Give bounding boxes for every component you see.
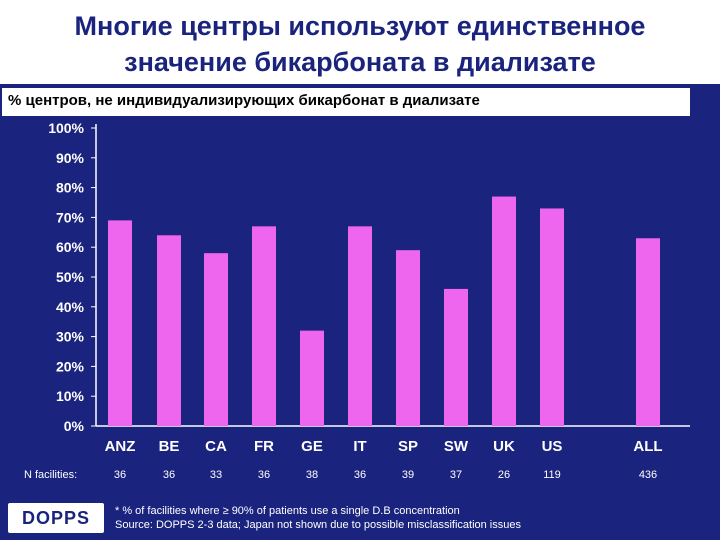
bar-anz xyxy=(108,220,132,426)
x-tick-label: SW xyxy=(444,438,469,455)
n-facilities-value: 36 xyxy=(114,469,126,481)
chart-subtitle: % центров, не индивидуализирующих бикарб… xyxy=(8,92,480,109)
subtitle-bar xyxy=(2,88,690,116)
slide-title: Многие центры используют единственное зн… xyxy=(0,8,720,80)
x-tick-label: BE xyxy=(159,438,180,455)
bar-chart: 0% 10% 20% 30% 40% 50% 60% 70% 80% 90% 100% ANZ 36 BE… xyxy=(24,120,690,481)
bar-ca xyxy=(204,253,228,426)
bar-ge xyxy=(300,330,324,426)
title-line-2: значение бикарбоната в диализате xyxy=(124,47,596,77)
y-tick-label: 80% xyxy=(56,180,85,196)
title-bar xyxy=(0,0,720,84)
n-facilities-value: 36 xyxy=(354,469,366,481)
y-tick-label: 60% xyxy=(56,239,85,255)
x-tick-label: CA xyxy=(205,438,227,455)
y-tick-label: 30% xyxy=(56,329,85,345)
n-facilities-value: 38 xyxy=(306,469,318,481)
n-facilities-value: 119 xyxy=(543,469,561,481)
title-line-1: Многие центры используют единственное xyxy=(74,11,646,41)
dopps-logo: DOPPS xyxy=(8,503,104,533)
n-facilities-value: 37 xyxy=(450,469,462,481)
x-tick-label: ANZ xyxy=(105,438,136,455)
bar-be xyxy=(157,235,181,426)
y-tick-label: 90% xyxy=(56,150,85,166)
n-facilities-value: 436 xyxy=(639,469,657,481)
x-tick-label: IT xyxy=(353,438,366,455)
y-tick-label: 20% xyxy=(56,358,85,374)
x-tick-label: GE xyxy=(301,438,323,455)
y-tick-label: 40% xyxy=(56,299,85,315)
n-facilities-value: 36 xyxy=(163,469,175,481)
footnote-2: Source: DOPPS 2-3 data; Japan not shown … xyxy=(115,519,521,531)
footnote-1: * % of facilities where ≥ 90% of patient… xyxy=(115,505,460,517)
x-tick-label: FR xyxy=(254,438,274,455)
y-tick-label: 70% xyxy=(56,209,85,225)
x-tick-label: SP xyxy=(398,438,418,455)
bar-it xyxy=(348,226,372,426)
y-tick-label: 0% xyxy=(64,418,85,434)
bar-sp xyxy=(396,250,420,426)
n-facilities-value: 33 xyxy=(210,469,222,481)
x-tick-label: UK xyxy=(493,438,515,455)
bar-us xyxy=(540,208,564,426)
n-facilities-label: N facilities: xyxy=(24,469,77,481)
bar-uk xyxy=(492,196,516,426)
bar-all xyxy=(636,238,660,426)
y-tick-label: 50% xyxy=(56,269,85,285)
x-tick-label: ALL xyxy=(633,438,662,455)
x-tick-label: US xyxy=(542,438,563,455)
bar-sw xyxy=(444,288,468,426)
n-facilities-value: 36 xyxy=(258,469,270,481)
y-tick-label: 100% xyxy=(48,120,84,136)
y-tick-label: 10% xyxy=(56,388,85,404)
n-facilities-value: 39 xyxy=(402,469,414,481)
bar-fr xyxy=(252,226,276,426)
n-facilities-value: 26 xyxy=(498,469,510,481)
